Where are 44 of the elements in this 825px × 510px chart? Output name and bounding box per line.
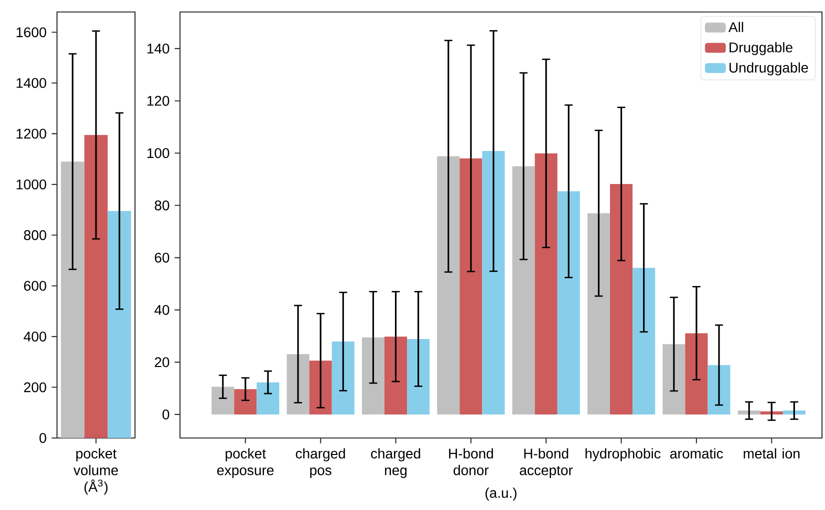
bar xyxy=(557,191,580,414)
bar xyxy=(212,386,234,414)
bar xyxy=(437,156,460,414)
y-tick-label: 100 xyxy=(147,148,170,158)
legend-label: All xyxy=(728,22,744,32)
x-axis-title: (a.u.) xyxy=(486,488,516,501)
bar xyxy=(610,184,633,414)
bar xyxy=(234,389,257,414)
y-tick-label: 800 xyxy=(24,230,46,240)
legend-label: Druggable xyxy=(730,42,792,56)
x-tick-label: charged pos xyxy=(296,448,345,478)
y-tick-label: 40 xyxy=(154,304,170,315)
y-tick-label: 20 xyxy=(154,357,170,368)
y-tick-label: 400 xyxy=(24,332,46,342)
bar xyxy=(512,166,535,414)
y-tick-label: 80 xyxy=(154,200,170,210)
y-tick-label: 0 xyxy=(40,433,46,443)
bar xyxy=(587,213,610,414)
bar xyxy=(482,151,505,414)
legend-label: Undruggable xyxy=(730,62,808,76)
y-tick-label: 1600 xyxy=(16,27,46,38)
bar xyxy=(782,410,806,414)
y-tick-label: 200 xyxy=(24,382,46,392)
y-tick-label: 60 xyxy=(154,252,170,263)
x-tick-label: H-bond donor xyxy=(449,448,493,476)
bar xyxy=(632,268,656,414)
y-tick-label: 600 xyxy=(24,280,46,291)
y-tick-label: 120 xyxy=(147,96,170,106)
bar xyxy=(534,153,558,414)
y-tick-label: 1400 xyxy=(16,78,46,88)
x-tick-label: charged neg xyxy=(371,448,420,478)
x-tick-label: pocket exposure xyxy=(217,448,274,478)
y-tick-label: 1200 xyxy=(16,128,46,139)
bar xyxy=(460,158,482,414)
x-tick-label: aromatic xyxy=(670,448,723,459)
y-tick-label: 0 xyxy=(162,410,170,420)
y-tick-label: 140 xyxy=(147,44,170,54)
x-tick-label: metal ion xyxy=(744,448,800,459)
bar xyxy=(738,410,760,414)
x-tick-label: H-bond acceptor xyxy=(520,448,573,478)
bar xyxy=(256,382,280,414)
x-tick-label: pocket volume (Å$^{3}$) xyxy=(73,448,118,495)
y-tick-label: 1000 xyxy=(16,179,46,190)
x-tick-label: hydrophobic xyxy=(586,448,660,462)
